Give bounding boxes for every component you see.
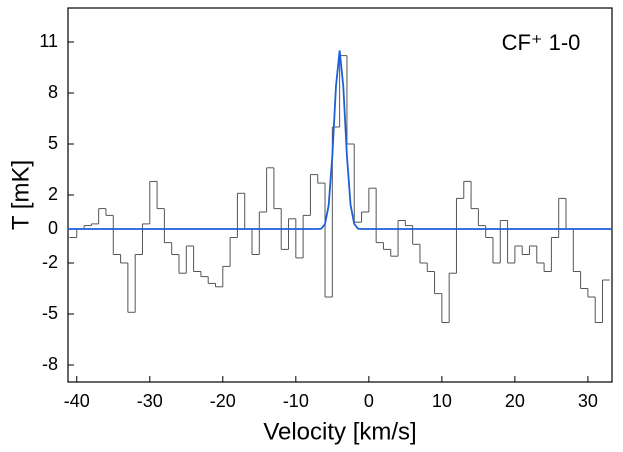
y-tick-label: -2: [42, 252, 58, 272]
y-tick-label: 2: [48, 184, 58, 204]
x-tick-label: 20: [505, 391, 525, 411]
x-tick-label: -30: [137, 391, 163, 411]
annotation: CF⁺ 1-0: [502, 30, 581, 55]
y-tick-label: 8: [48, 82, 58, 102]
y-tick-label: 5: [48, 133, 58, 153]
x-tick-label: 30: [578, 391, 598, 411]
x-tick-label: -40: [64, 391, 90, 411]
x-tick-label: 10: [432, 391, 452, 411]
x-tick-label: -20: [210, 391, 236, 411]
y-tick-label: -8: [42, 354, 58, 374]
y-tick-label: 0: [48, 218, 58, 238]
x-tick-label: -10: [283, 391, 309, 411]
y-tick-label: 11: [39, 31, 58, 51]
y-axis-label: T [mK]: [7, 160, 34, 230]
x-axis-label: Velocity [km/s]: [263, 418, 416, 445]
spectrum-connector: [76, 55, 604, 323]
y-tick-label: -5: [42, 303, 58, 323]
fit-line: [68, 50, 612, 230]
x-tick-label: 0: [364, 391, 374, 411]
